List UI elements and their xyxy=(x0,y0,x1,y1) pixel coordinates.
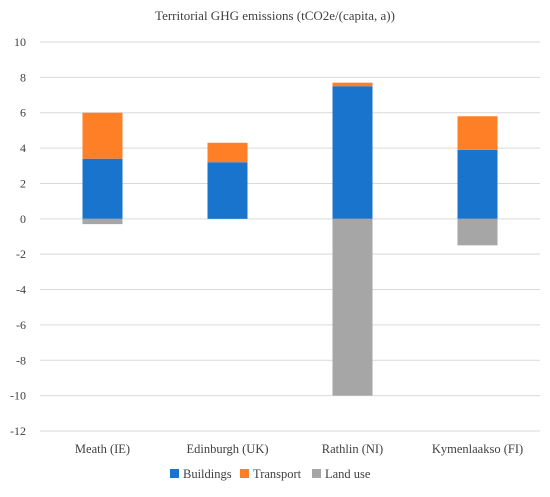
x-category-label: Meath (IE) xyxy=(75,442,130,456)
bar-land-use-0 xyxy=(82,218,123,225)
bar-transport-2 xyxy=(332,82,373,87)
legend-label: Transport xyxy=(253,467,302,481)
legend-swatch-transport xyxy=(240,469,249,478)
y-tick-label: 4 xyxy=(20,141,26,155)
y-tick-label: -6 xyxy=(16,318,26,332)
bar-buildings-1 xyxy=(207,162,248,219)
y-tick-label: -10 xyxy=(10,389,26,403)
y-tick-label: 10 xyxy=(14,35,26,49)
bar-land-use-3 xyxy=(457,218,498,246)
bar-transport-3 xyxy=(457,116,498,150)
bar-buildings-2 xyxy=(332,86,373,219)
x-axis-categories: Meath (IE) Edinburgh (UK) Rathlin (NI) Kyme… xyxy=(75,442,523,456)
y-tick-label: -2 xyxy=(16,247,26,261)
chart-title: Territorial GHG emissions (tCO2e/(capita… xyxy=(155,8,395,23)
legend-swatch-land-use xyxy=(312,469,321,478)
y-tick-label: -8 xyxy=(16,353,26,367)
legend-label: Buildings xyxy=(183,467,232,481)
bar-land-use-2 xyxy=(332,218,373,396)
bar-buildings-3 xyxy=(457,149,498,219)
x-category-label: Edinburgh (UK) xyxy=(186,442,268,456)
x-category-label: Rathlin (NI) xyxy=(322,442,383,456)
legend: Buildings Transport Land use xyxy=(170,467,371,481)
bar-buildings-0 xyxy=(82,158,123,219)
y-tick-label: -4 xyxy=(16,283,26,297)
bar-transport-0 xyxy=(82,112,123,159)
y-axis-ticks: 10 8 6 4 2 0 -2 -4 -6 -8 -10 -12 xyxy=(10,35,26,438)
y-tick-label: -12 xyxy=(10,424,26,438)
bar-transport-1 xyxy=(207,142,248,163)
gridlines xyxy=(40,41,540,432)
legend-label: Land use xyxy=(325,467,371,481)
bar-stacks xyxy=(82,82,498,396)
y-tick-label: 6 xyxy=(20,106,26,120)
y-tick-label: 2 xyxy=(20,176,26,190)
legend-swatch-buildings xyxy=(170,469,179,478)
y-tick-label: 8 xyxy=(20,70,26,84)
x-category-label: Kymenlaakso (FI) xyxy=(432,442,523,456)
y-tick-label: 0 xyxy=(20,212,26,226)
